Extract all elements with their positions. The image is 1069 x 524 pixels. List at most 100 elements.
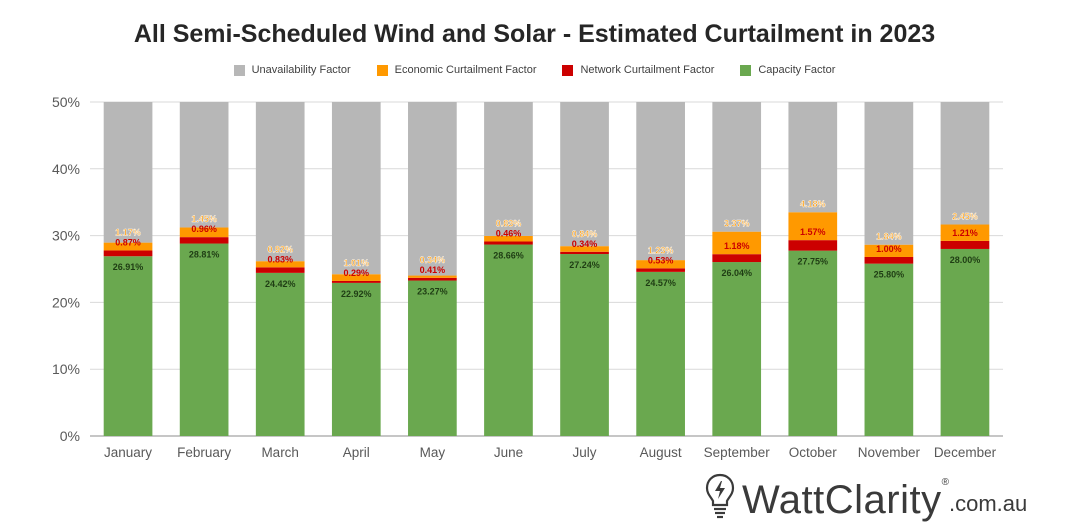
y-tick-label: 30%	[52, 228, 80, 244]
bar-segment	[636, 260, 685, 269]
y-tick-label: 0%	[60, 428, 80, 444]
data-label: 26.04%	[721, 268, 752, 278]
bar-segment	[560, 246, 609, 252]
data-label: 0.83%	[267, 254, 293, 264]
bar-segment	[179, 243, 229, 436]
legend-item: Economic Curtailment Factor	[376, 64, 537, 76]
data-label: 27.75%	[798, 257, 829, 267]
data-label: 1.21%	[952, 228, 978, 238]
bar-segment	[331, 274, 381, 281]
bar-segment	[103, 242, 153, 251]
bar-segment	[864, 102, 914, 245]
bar-segment	[712, 102, 762, 232]
data-label: 1.57%	[800, 227, 826, 237]
bar-segment	[788, 102, 838, 213]
bar-segment	[179, 227, 229, 238]
x-tick-label: March	[261, 445, 299, 460]
data-label: 25.80%	[874, 270, 905, 280]
legend-item: Capacity Factor	[740, 64, 835, 76]
bar-segment	[484, 241, 533, 245]
bar-segment	[255, 267, 305, 273]
legend-label: Network Curtailment Factor	[580, 64, 715, 76]
bar-segment	[408, 277, 457, 281]
y-tick-label: 50%	[52, 94, 80, 110]
brand-registered-mark: ®	[941, 477, 949, 488]
data-label: 1.00%	[876, 244, 902, 254]
data-label: 0.87%	[115, 237, 141, 247]
bar-segment	[103, 250, 153, 257]
data-label: 1.18%	[724, 241, 750, 251]
bar-segment	[788, 240, 838, 251]
bar-segment	[103, 102, 153, 243]
legend-swatch	[233, 64, 245, 76]
data-label: 23.27%	[417, 287, 448, 297]
data-label: 0.46%	[496, 228, 522, 238]
bar-segment	[864, 256, 914, 264]
bar-segment	[636, 268, 685, 272]
data-label: 28.66%	[493, 251, 524, 261]
data-label: 28.00%	[950, 255, 981, 265]
bar-segment	[636, 102, 685, 261]
bar-segment	[179, 237, 229, 244]
bar-segment	[408, 102, 457, 276]
bar-segment	[255, 261, 305, 268]
x-tick-label: February	[177, 445, 231, 460]
data-label: 22.92%	[341, 289, 372, 299]
data-label: 24.42%	[265, 279, 296, 289]
x-tick-label: May	[420, 445, 446, 460]
bar-segment	[560, 102, 609, 247]
data-label: 27.24%	[569, 260, 600, 270]
y-tick-label: 40%	[52, 161, 80, 177]
data-label: 0.34%	[420, 255, 446, 265]
bar-segment	[331, 280, 381, 283]
legend-label: Economic Curtailment Factor	[394, 64, 537, 76]
x-tick-label: December	[934, 445, 997, 460]
stacked-bar-chart: 0% 10% 20% 30% 40% 50% 26.91% 0.87%1.17% January…	[52, 94, 1003, 460]
x-tick-label: July	[573, 445, 597, 460]
legend-label: Unavailability Factor	[251, 64, 351, 76]
data-label: 1.45%	[191, 214, 217, 224]
bar-segment	[940, 102, 990, 225]
bar-segment	[484, 235, 533, 242]
x-tick-label: January	[104, 445, 152, 460]
data-label: 0.34%	[572, 239, 598, 249]
legend-item: Unavailability Factor	[233, 64, 351, 76]
bar-segment	[408, 280, 457, 436]
data-label: 3.37%	[724, 219, 750, 229]
legend-label: Capacity Factor	[758, 64, 836, 76]
bar-segment	[864, 263, 914, 436]
data-label: 0.41%	[420, 265, 446, 275]
bar-segment	[712, 262, 762, 436]
bar-segment	[940, 248, 990, 436]
legend-swatch	[562, 64, 574, 76]
bar-segment	[408, 275, 457, 278]
bar-segment	[864, 244, 914, 257]
data-label: 24.57%	[645, 278, 676, 288]
chart-title: All Semi-Scheduled Wind and Solar - Esti…	[133, 20, 936, 48]
bar-segment	[940, 240, 990, 249]
x-tick-label: November	[858, 445, 921, 460]
x-tick-label: August	[640, 445, 682, 460]
data-label: 1.01%	[344, 258, 370, 268]
bar-segment	[255, 272, 305, 436]
data-label: 0.29%	[344, 268, 370, 278]
data-label: 1.23%	[648, 245, 674, 255]
bar-segment	[560, 251, 609, 255]
data-label: 2.45%	[952, 212, 978, 222]
bar-segment	[560, 254, 609, 436]
bar-segment	[636, 271, 685, 436]
bar-segment	[179, 102, 229, 228]
data-label: 0.96%	[191, 224, 217, 234]
bar-segment	[484, 102, 533, 236]
y-tick-label: 20%	[52, 294, 80, 310]
brand-logo: WattClarity ® .com.au	[704, 470, 1027, 520]
brand-domain: .com.au	[948, 491, 1028, 516]
bar-segment	[712, 231, 762, 255]
bar-segment	[331, 282, 381, 436]
bar-segment	[788, 212, 838, 241]
legend-swatch	[740, 64, 752, 76]
y-tick-label: 10%	[52, 361, 80, 377]
data-label: 28.81%	[189, 250, 220, 260]
data-label: 0.53%	[648, 255, 674, 265]
x-tick-label: October	[789, 445, 838, 460]
